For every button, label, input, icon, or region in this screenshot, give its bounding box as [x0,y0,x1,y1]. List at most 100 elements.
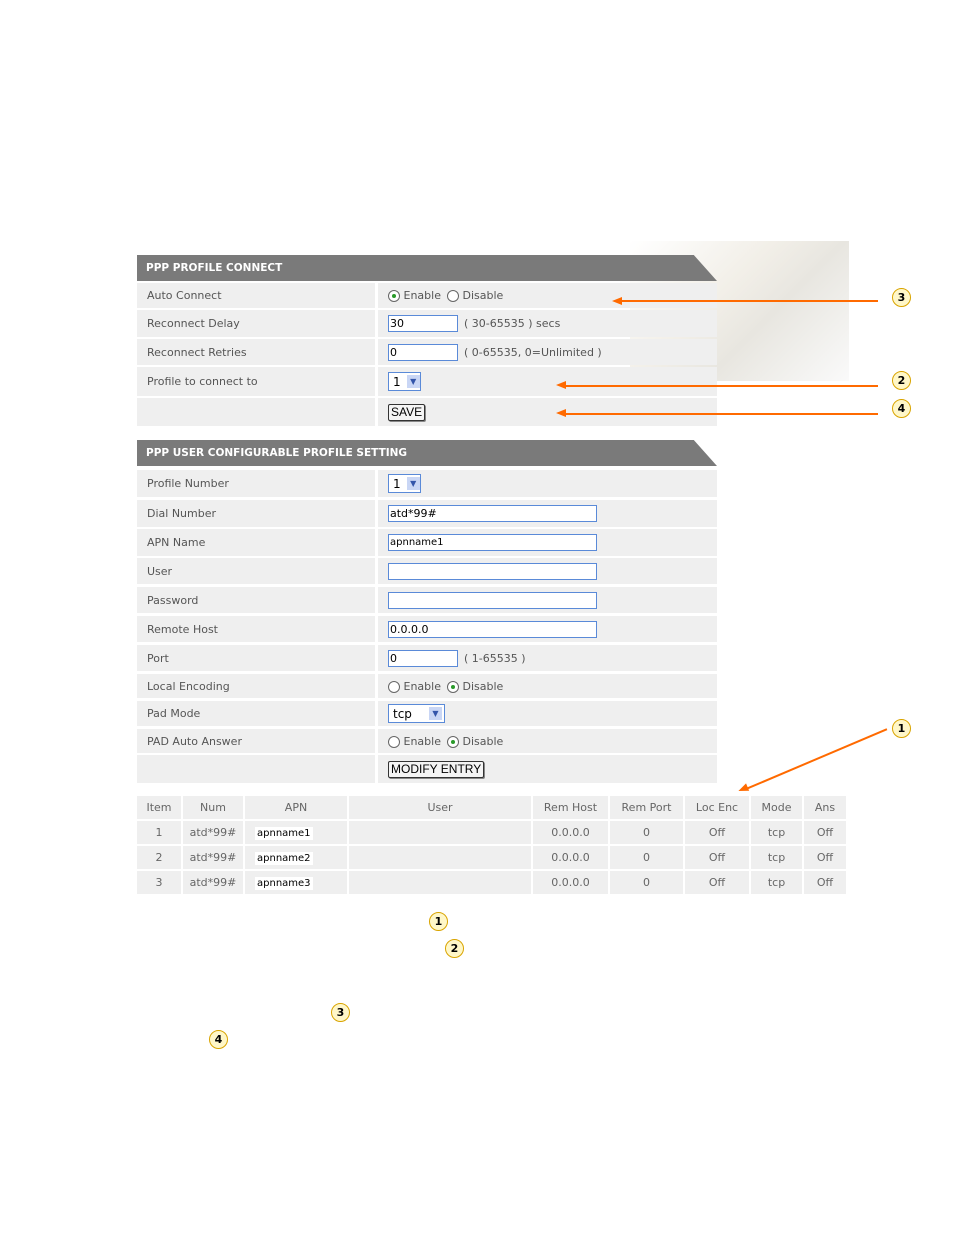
radio-label: Enable [403,679,441,693]
user-input[interactable] [388,562,597,580]
row-local-encoding: Local Encoding Enable Disable [137,674,717,698]
label: Remote Host [137,616,375,642]
arrow-head [736,783,750,795]
label: Auto Connect [137,283,375,308]
col-header: Ans [804,796,846,819]
cell-text: tcp [767,826,786,839]
arrow-line [564,413,878,415]
cell-text: Off [708,826,726,839]
table-cell: tcp [751,846,802,869]
cell-text: Off [816,826,834,839]
col-header: APN [245,796,347,819]
cell-text: Off [816,876,834,889]
label: Reconnect Delay [137,310,375,337]
modify-entry-button[interactable]: MODIFY ENTRY [388,760,485,778]
table-cell: 0 [610,871,683,894]
section-header-profile-connect: PPP PROFILE CONNECT [137,255,717,281]
table-cell: Off [804,821,846,844]
cell-text: 0 [643,876,650,889]
col-header: User [349,796,531,819]
cell-text: 3 [155,876,163,889]
table-cell: atd*99# [183,846,243,869]
arrow-line [564,385,878,387]
cell-text: 0 [643,851,650,864]
table-cell: Off [804,871,846,894]
apn-name-input[interactable]: apnname1 [388,534,597,551]
arrow-head [612,297,622,305]
remote-host-input[interactable]: 0.0.0.0 [388,620,597,638]
radio-disable[interactable] [446,290,459,302]
row-reconnect-retries: Reconnect Retries 0 ( 0-65535, 0=Unlimite… [137,339,717,365]
table-cell: atd*99# [183,871,243,894]
radio-disable[interactable] [446,680,459,693]
hint: ( 1-65535 ) [464,651,526,665]
pad-mode-select[interactable]: tcp ▼ [388,704,445,723]
row-password: Password [137,587,717,613]
arrow-line [745,728,888,790]
cell-text: atd*99# [189,851,237,864]
table-cell: 2 [137,846,181,869]
label: Port [137,645,375,671]
table-row: 3 atd*99# apnname3 0.0.0.0 0 Off tcp Off [137,871,846,894]
hint: ( 0-65535, 0=Unlimited ) [464,345,602,359]
callout-4-inline: 4 [209,1030,228,1049]
callout-2: 2 [892,371,911,390]
row-pad-auto-answer: PAD Auto Answer Enable Disable [137,729,717,753]
profile-number-select[interactable]: 1 ▼ [388,474,421,493]
row-pad-mode: Pad Mode tcp ▼ [137,701,717,726]
chevron-down-icon: ▼ [429,707,442,720]
profile-select[interactable]: 1 ▼ [388,372,421,391]
label: Reconnect Retries [137,339,375,365]
label: PAD Auto Answer [137,729,375,753]
radio-label: Enable [403,734,441,748]
table-cell: 1 [137,821,181,844]
chevron-down-icon: ▼ [406,375,420,388]
cell-text: apnname1 [255,827,313,840]
radio-label: Disable [462,734,504,748]
row-save: SAVE [137,398,717,426]
callout-1-inline: 1 [429,912,448,931]
reconnect-delay-input[interactable]: 30 [388,315,458,332]
table-cell: 0.0.0.0 [533,846,608,869]
table-cell: 0 [610,821,683,844]
password-input[interactable] [388,591,597,609]
profile-table: Item Num APN User Rem Host Rem Port Loc … [135,794,848,896]
table-cell: 3 [137,871,181,894]
radio-disable[interactable] [446,735,459,748]
save-button[interactable]: SAVE [388,403,426,421]
label: Dial Number [137,500,375,527]
callout-2-inline: 2 [445,939,464,958]
table-cell: Off [685,821,749,844]
cell-text: 0.0.0.0 [551,876,590,889]
cell-text: atd*99# [189,876,237,889]
select-value: 1 [393,476,401,491]
cell-text: 0 [643,826,650,839]
table-cell: atd*99# [183,821,243,844]
table-cell: tcp [751,821,802,844]
table-cell [349,846,531,869]
radio-enable[interactable] [388,735,400,748]
table-cell: Off [685,871,749,894]
arrow-line [620,300,878,302]
dial-number-input[interactable]: atd*99# [388,505,597,522]
col-header: Loc Enc [685,796,749,819]
table-cell: apnname1 [245,821,347,844]
col-header: Rem Host [533,796,608,819]
col-header: Mode [751,796,802,819]
callout-3-inline: 3 [331,1003,350,1022]
port-input[interactable]: 0 [388,649,458,667]
radio-enable[interactable] [388,290,400,302]
reconnect-retries-input[interactable]: 0 [388,343,458,361]
row-auto-connect: Auto Connect Enable Disable [137,283,717,308]
cell-text: 0.0.0.0 [551,851,590,864]
cell-text: Off [708,851,726,864]
radio-enable[interactable] [388,680,400,693]
table-cell [349,821,531,844]
callout-3: 3 [892,288,911,307]
label: APN Name [137,529,375,556]
table-cell: 0.0.0.0 [533,821,608,844]
row-dial-number: Dial Number atd*99# [137,500,717,527]
cell-text: Off [816,851,834,864]
cell-text: apnname2 [255,852,313,865]
radio-label: Disable [462,289,504,302]
